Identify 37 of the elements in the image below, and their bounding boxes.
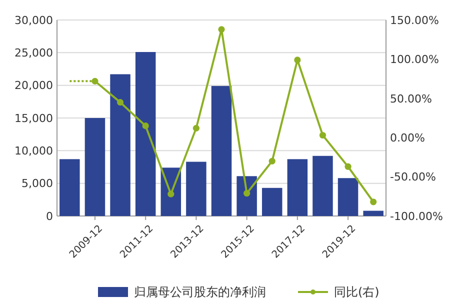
bar	[186, 162, 206, 216]
point	[244, 190, 250, 197]
bar	[211, 86, 232, 216]
y-tick-label: 5,000	[22, 177, 53, 190]
bar	[84, 118, 106, 216]
point	[294, 56, 301, 64]
point	[344, 163, 352, 170]
y-tick-label: 0	[46, 210, 53, 223]
y2-tick-label: 150.00%	[390, 14, 439, 27]
bar	[312, 156, 333, 216]
bar	[110, 74, 130, 216]
point	[218, 26, 225, 33]
y2-tick-label: 50.00%	[390, 92, 432, 106]
point	[116, 99, 124, 106]
y2-tick-label: -100.00%	[390, 210, 443, 223]
point	[268, 158, 276, 164]
y2-tick-label: -50.00%	[390, 170, 436, 184]
point	[370, 198, 377, 206]
bar	[363, 210, 384, 216]
y2-tick-label: 0.00%	[390, 131, 425, 144]
bar	[287, 159, 308, 216]
bar	[135, 52, 156, 216]
bar	[262, 188, 282, 216]
y2-tick-label: 100.00%	[390, 53, 439, 66]
y-tick-label: 20,000	[14, 79, 53, 92]
y-tick-label: 15,000	[14, 112, 53, 125]
y-tick-label: 25,000	[14, 46, 53, 60]
bar	[60, 159, 80, 216]
legend-label: 同比(右)	[334, 285, 380, 300]
y-tick-label: 30,000	[14, 14, 53, 27]
bar	[338, 178, 358, 216]
legend-label: 归属母公司股东的净利润	[134, 285, 266, 300]
y-tick-label: 10,000	[14, 144, 53, 158]
point	[319, 132, 326, 139]
point	[142, 122, 149, 130]
point	[192, 124, 200, 132]
point	[168, 190, 174, 198]
